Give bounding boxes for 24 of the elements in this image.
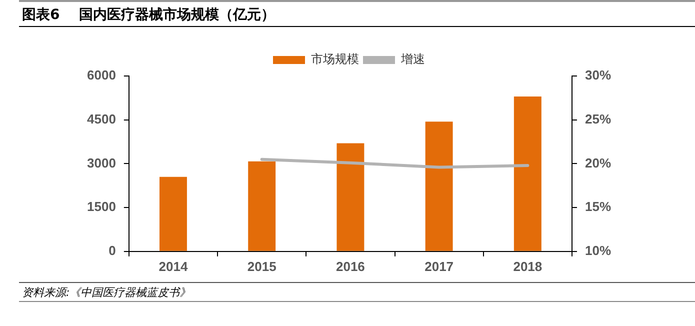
legend-label: 增速 — [400, 52, 425, 66]
bar — [425, 122, 453, 251]
y2-tick-label: 30% — [584, 68, 612, 83]
y-tick-label: 4500 — [87, 111, 116, 126]
x-tick-label: 2014 — [158, 258, 188, 274]
legend-label: 市场规模 — [311, 52, 359, 66]
y-tick-label: 6000 — [87, 68, 116, 83]
bar — [248, 161, 276, 251]
y2-tick-label: 10% — [584, 242, 612, 258]
bar — [159, 176, 187, 251]
bar — [336, 143, 364, 251]
x-tick-label: 2016 — [336, 258, 365, 274]
text: 资料来源:《中国医疗器械蓝皮书》 — [22, 285, 191, 300]
y2-tick-label: 15% — [584, 199, 612, 214]
y-tick-label: 0 — [108, 242, 116, 258]
x-tick-label: 2018 — [513, 258, 542, 274]
bar — [514, 96, 542, 251]
y-tick-label: 3000 — [87, 155, 116, 170]
x-tick-label: 2017 — [424, 258, 454, 274]
x-tick-label: 2015 — [247, 258, 276, 274]
y-tick-label: 1500 — [87, 199, 116, 214]
y2-tick-label: 20% — [584, 155, 612, 170]
chart-title: 图表6 国内医疗器械市场规模（亿元） — [22, 6, 276, 24]
y2-tick-label: 25% — [584, 111, 612, 126]
